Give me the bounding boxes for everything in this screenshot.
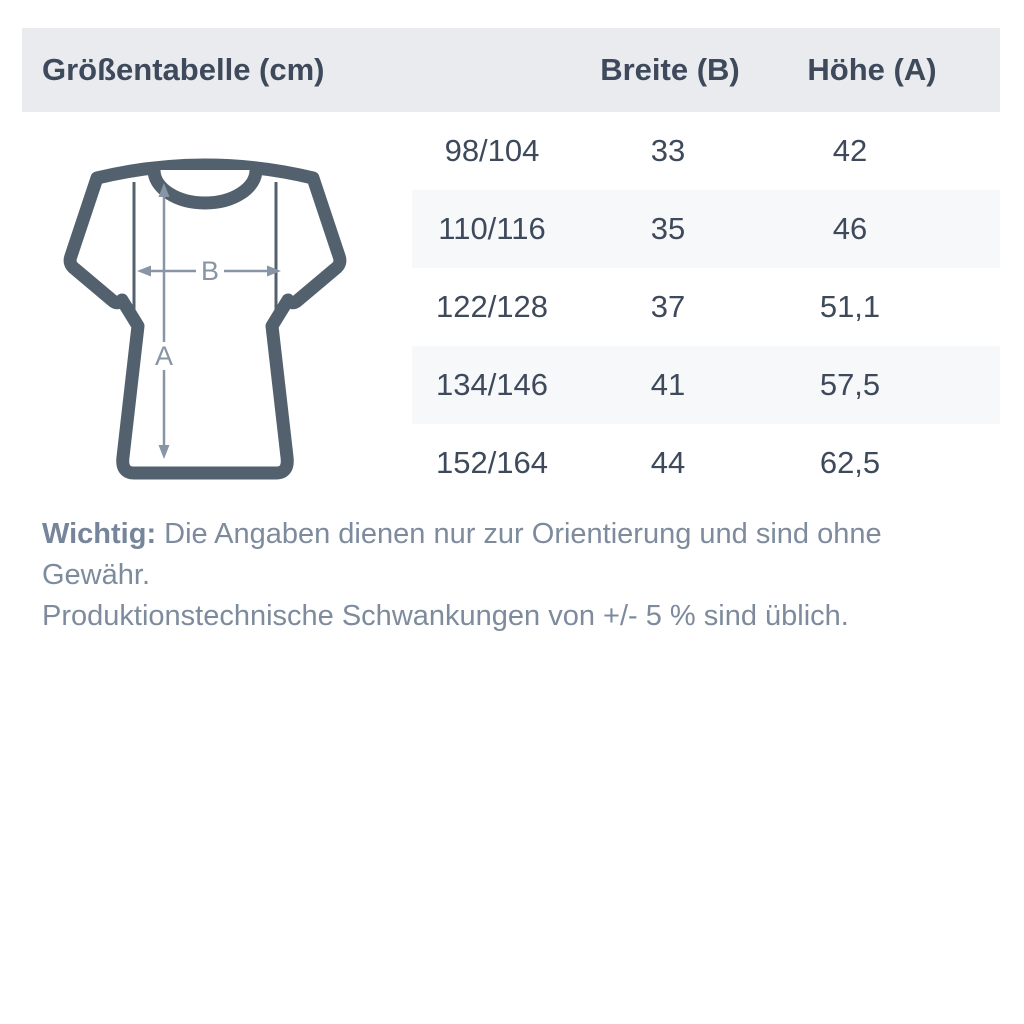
table-header: Größentabelle (cm) Breite (B) Höhe (A)	[22, 28, 1000, 112]
size-value: 134/146	[435, 367, 549, 402]
height-value: 51,1	[819, 289, 881, 324]
height-value: 57,5	[819, 367, 881, 402]
disclaimer-text: Die Angaben dienen nur zur Orientierung …	[42, 518, 882, 591]
table-row: 122/128 37 51,1	[412, 268, 1000, 346]
height-value: 46	[832, 211, 868, 246]
height-arrow	[158, 183, 170, 459]
table-row: 134/146 41 57,5	[412, 346, 1000, 424]
disclaimer-line-2: Produktionstechnische Schwankungen von +…	[42, 600, 849, 632]
size-value: 152/164	[435, 445, 549, 480]
size-value: 98/104	[444, 133, 540, 168]
table-row: 110/116 35 46	[412, 190, 1000, 268]
size-table: 98/104 33 42 110/116 35 46 122/128 37 51…	[412, 112, 1000, 502]
width-arrow	[137, 265, 281, 277]
width-value: 41	[650, 367, 686, 402]
tshirt-icon: A B	[63, 158, 347, 480]
collar-outline	[147, 169, 263, 210]
table-row: 152/164 44 62,5	[412, 424, 1000, 502]
width-label: B	[201, 256, 219, 286]
height-label: A	[155, 341, 173, 371]
table-row: 98/104 33 42	[412, 112, 1000, 190]
disclaimer-prefix: Wichtig:	[42, 518, 157, 550]
size-value: 110/116	[438, 211, 546, 246]
tshirt-measurement-diagram: A B	[58, 156, 368, 486]
column-header-width: Breite (B)	[600, 52, 740, 87]
column-header-height: Höhe (A)	[807, 52, 937, 87]
height-value: 42	[832, 133, 868, 168]
disclaimer-note: Wichtig: Die Angaben dienen nur zur Orie…	[42, 514, 972, 637]
page-title: Größentabelle (cm)	[42, 52, 325, 87]
disclaimer-line-1: Wichtig: Die Angaben dienen nur zur Orie…	[42, 514, 972, 596]
width-value: 44	[650, 445, 686, 480]
width-value: 35	[650, 211, 686, 246]
width-value: 33	[650, 133, 686, 168]
size-value: 122/128	[435, 289, 549, 324]
tshirt-outline	[63, 158, 347, 480]
height-value: 62,5	[819, 445, 881, 480]
width-value: 37	[650, 289, 686, 324]
